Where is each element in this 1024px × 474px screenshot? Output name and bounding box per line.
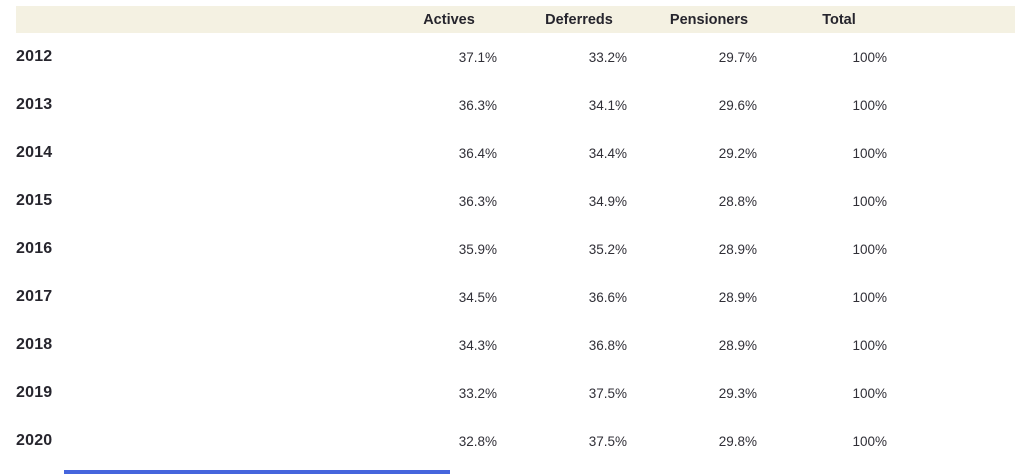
cell-total: 100%: [852, 49, 887, 65]
cell-deferreds: 37.5%: [588, 385, 627, 401]
table-row: 2019 33.2% 37.5% 29.3% 100%: [16, 369, 1015, 417]
cell-deferreds: 34.9%: [588, 193, 627, 209]
cell-actives: 34.3%: [458, 337, 497, 353]
cell-actives: 36.3%: [458, 193, 497, 209]
cell-actives: 36.4%: [458, 145, 497, 161]
table-row: 2016 35.9% 35.2% 28.9% 100%: [16, 225, 1015, 273]
cell-pensioners: 29.3%: [718, 385, 757, 401]
membership-percentage-table: Actives Deferreds Pensioners Total 2012 …: [16, 6, 1015, 465]
table-row: 2020 32.8% 37.5% 29.8% 100%: [16, 417, 1015, 465]
row-year-label: 2018: [16, 336, 53, 353]
row-year-label: 2020: [16, 432, 53, 449]
cell-deferreds: 33.2%: [588, 49, 627, 65]
table-row: 2017 34.5% 36.6% 28.9% 100%: [16, 273, 1015, 321]
row-year-label: 2014: [16, 144, 53, 161]
row-year-label: 2015: [16, 192, 53, 209]
membership-table-container: Actives Deferreds Pensioners Total 2012 …: [16, 6, 1015, 465]
cell-actives: 34.5%: [458, 289, 497, 305]
cell-pensioners: 29.6%: [718, 97, 757, 113]
cell-total: 100%: [852, 385, 887, 401]
cell-total: 100%: [852, 289, 887, 305]
cell-filler: [904, 417, 1015, 465]
cell-actives: 35.9%: [458, 241, 497, 257]
row-year-label: 2013: [16, 96, 53, 113]
cell-filler: [904, 273, 1015, 321]
row-year-label: 2012: [16, 48, 53, 65]
cell-pensioners: 29.7%: [718, 49, 757, 65]
bottom-accent-bar: [64, 470, 450, 474]
cell-total: 100%: [852, 97, 887, 113]
row-year-label: 2019: [16, 384, 53, 401]
cell-pensioners: 28.9%: [718, 289, 757, 305]
row-year-label: 2016: [16, 240, 53, 257]
cell-total: 100%: [852, 337, 887, 353]
cell-filler: [904, 177, 1015, 225]
cell-pensioners: 28.8%: [718, 193, 757, 209]
column-header-pensioners: Pensioners: [644, 6, 774, 33]
row-year-label: 2017: [16, 288, 53, 305]
cell-filler: [904, 129, 1015, 177]
cell-actives: 33.2%: [458, 385, 497, 401]
cell-deferreds: 36.8%: [588, 337, 627, 353]
cell-pensioners: 29.2%: [718, 145, 757, 161]
cell-actives: 32.8%: [458, 433, 497, 449]
column-header-total: Total: [774, 6, 904, 33]
cell-filler: [904, 33, 1015, 81]
table-body: 2012 37.1% 33.2% 29.7% 100% 2013 36.3% 3…: [16, 33, 1015, 465]
table-row: 2018 34.3% 36.8% 28.9% 100%: [16, 321, 1015, 369]
cell-filler: [904, 225, 1015, 273]
table-header-row: Actives Deferreds Pensioners Total: [16, 6, 1015, 33]
year-column-header: [16, 6, 384, 33]
column-header-deferreds: Deferreds: [514, 6, 644, 33]
cell-actives: 36.3%: [458, 97, 497, 113]
cell-deferreds: 36.6%: [588, 289, 627, 305]
cell-pensioners: 28.9%: [718, 241, 757, 257]
cell-filler: [904, 81, 1015, 129]
cell-deferreds: 37.5%: [588, 433, 627, 449]
cell-total: 100%: [852, 241, 887, 257]
cell-total: 100%: [852, 193, 887, 209]
cell-filler: [904, 321, 1015, 369]
cell-deferreds: 35.2%: [588, 241, 627, 257]
table-row: 2012 37.1% 33.2% 29.7% 100%: [16, 33, 1015, 81]
table-row: 2013 36.3% 34.1% 29.6% 100%: [16, 81, 1015, 129]
cell-pensioners: 29.8%: [718, 433, 757, 449]
table-row: 2014 36.4% 34.4% 29.2% 100%: [16, 129, 1015, 177]
cell-total: 100%: [852, 433, 887, 449]
table-row: 2015 36.3% 34.9% 28.8% 100%: [16, 177, 1015, 225]
cell-deferreds: 34.4%: [588, 145, 627, 161]
cell-actives: 37.1%: [458, 49, 497, 65]
cell-deferreds: 34.1%: [588, 97, 627, 113]
cell-pensioners: 28.9%: [718, 337, 757, 353]
header-filler: [904, 6, 1015, 33]
column-header-actives: Actives: [384, 6, 514, 33]
cell-filler: [904, 369, 1015, 417]
cell-total: 100%: [852, 145, 887, 161]
